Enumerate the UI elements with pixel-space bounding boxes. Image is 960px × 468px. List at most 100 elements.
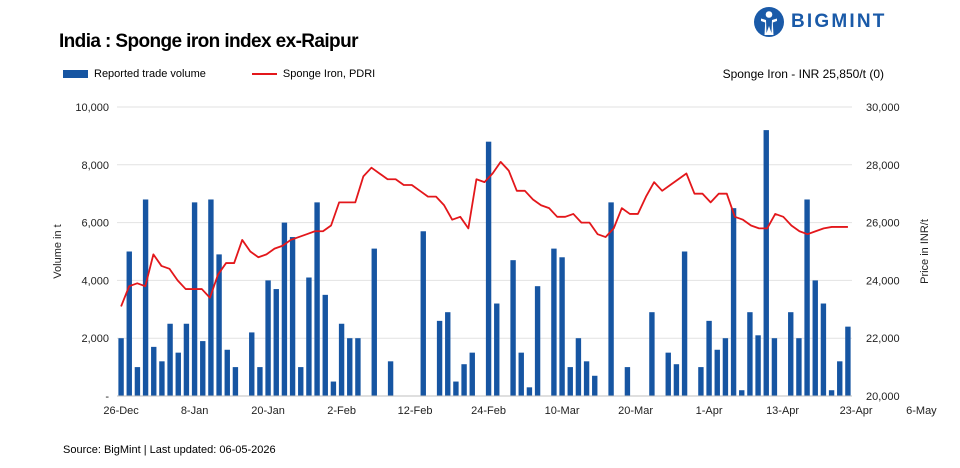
volume-bar — [142, 199, 149, 396]
y-right-tick-label: 26,000 — [866, 218, 900, 230]
x-tick-label: 8-Jan — [181, 405, 209, 417]
volume-bar — [436, 320, 443, 396]
y-left-tick-label: 8,000 — [81, 160, 109, 172]
volume-bar — [583, 361, 590, 396]
volume-bar — [788, 312, 794, 396]
y-right-tick-label: 22,000 — [866, 333, 900, 345]
volume-bar — [673, 364, 680, 396]
volume-bar — [265, 280, 271, 396]
y-right-tick-label: 24,000 — [866, 275, 900, 287]
volume-bar — [175, 352, 181, 396]
volume-bar — [722, 338, 729, 396]
volume-bar — [592, 375, 598, 396]
volume-bar — [249, 332, 255, 396]
volume-bar — [387, 361, 394, 396]
volume-bar — [804, 199, 810, 396]
legend-item-price: Sponge Iron, PDRI — [251, 68, 376, 80]
volume-bar — [812, 280, 818, 396]
volume-bar — [338, 323, 345, 396]
volume-bar — [126, 251, 132, 396]
volume-bar — [118, 338, 124, 396]
volume-bar — [771, 338, 778, 396]
volume-bar — [747, 312, 753, 396]
y-left-tick-label: 6,000 — [81, 218, 109, 230]
volume-bar — [837, 361, 843, 396]
volume-bar — [494, 303, 500, 396]
volume-bar — [526, 387, 533, 396]
volume-bar — [134, 367, 141, 396]
volume-bar — [714, 349, 720, 396]
price-line — [120, 161, 848, 307]
volume-bar — [224, 349, 230, 396]
x-tick-label: 13-Apr — [766, 405, 799, 417]
volume-bar — [330, 381, 337, 396]
volume-bar — [649, 312, 655, 396]
volume-bar — [355, 338, 361, 396]
volume-bar — [453, 381, 459, 396]
volume-bar — [322, 294, 328, 396]
volume-bar — [298, 367, 304, 396]
volume-bar — [314, 202, 320, 396]
volume-bar — [828, 390, 835, 396]
legend-swatch-bar — [63, 70, 88, 78]
volume-bar — [698, 367, 704, 396]
y-right-tick-label: 30,000 — [866, 102, 900, 114]
price-note: Sponge Iron - INR 25,850/t (0) — [722, 67, 884, 81]
volume-bar — [706, 320, 712, 396]
volume-bar — [257, 367, 263, 396]
source-note: Source: BigMint | Last updated: 06-05-20… — [63, 444, 276, 456]
chart-legend: Reported trade volume Sponge Iron, PDRI — [63, 68, 421, 80]
volume-bar — [159, 361, 165, 396]
x-tick-label: 23-Apr — [840, 405, 873, 417]
volume-bar — [273, 289, 279, 396]
y-left-axis-title: Volume in t — [52, 224, 64, 278]
volume-bar — [510, 260, 516, 396]
x-tick-label: 12-Feb — [398, 405, 433, 417]
volume-bar — [306, 277, 312, 396]
y-left-tick-label: - — [105, 391, 109, 403]
legend-swatch-line — [251, 73, 277, 75]
brand-name: BIGMINT — [791, 11, 887, 32]
volume-bar — [445, 312, 451, 396]
volume-bar — [208, 199, 214, 396]
legend-label-price: Sponge Iron, PDRI — [282, 68, 376, 80]
volume-bar — [200, 341, 206, 396]
volume-bar — [469, 352, 475, 396]
volume-bar — [608, 202, 614, 396]
volume-bar — [551, 248, 557, 396]
volume-bar — [289, 237, 296, 396]
volume-bar — [420, 231, 426, 396]
volume-bar — [567, 367, 573, 396]
volume-bar — [461, 364, 467, 396]
volume-bar — [575, 338, 582, 396]
volume-bar — [681, 251, 688, 396]
y-right-axis-title: Price in INR/t — [919, 219, 931, 284]
volume-bar — [347, 338, 353, 396]
volume-bar — [755, 335, 761, 396]
volume-bar — [559, 257, 565, 396]
volume-bar — [534, 286, 541, 396]
x-tick-label: 6-May — [906, 405, 937, 417]
x-tick-label: 2-Feb — [327, 405, 356, 417]
y-left-tick-label: 4,000 — [81, 275, 109, 287]
volume-bar — [232, 367, 239, 396]
y-right-tick-label: 20,000 — [866, 391, 900, 403]
volume-bar — [665, 352, 671, 396]
brand-logo: BIGMINT — [753, 6, 887, 38]
volume-bar — [518, 352, 524, 396]
x-tick-label: 24-Feb — [471, 405, 506, 417]
x-tick-label: 10-Mar — [545, 405, 580, 417]
y-left-tick-label: 10,000 — [75, 102, 109, 114]
legend-label-volume: Reported trade volume — [94, 68, 206, 80]
y-left-tick-label: 2,000 — [81, 333, 109, 345]
volume-bar — [191, 202, 198, 396]
volume-bar — [845, 326, 851, 396]
volume-bar — [281, 222, 288, 396]
x-tick-label: 20-Mar — [618, 405, 653, 417]
volume-bar — [485, 141, 492, 396]
volume-bar — [216, 254, 222, 396]
volume-bar — [167, 323, 173, 396]
volume-bar — [763, 130, 769, 396]
y-right-tick-label: 28,000 — [866, 160, 900, 172]
